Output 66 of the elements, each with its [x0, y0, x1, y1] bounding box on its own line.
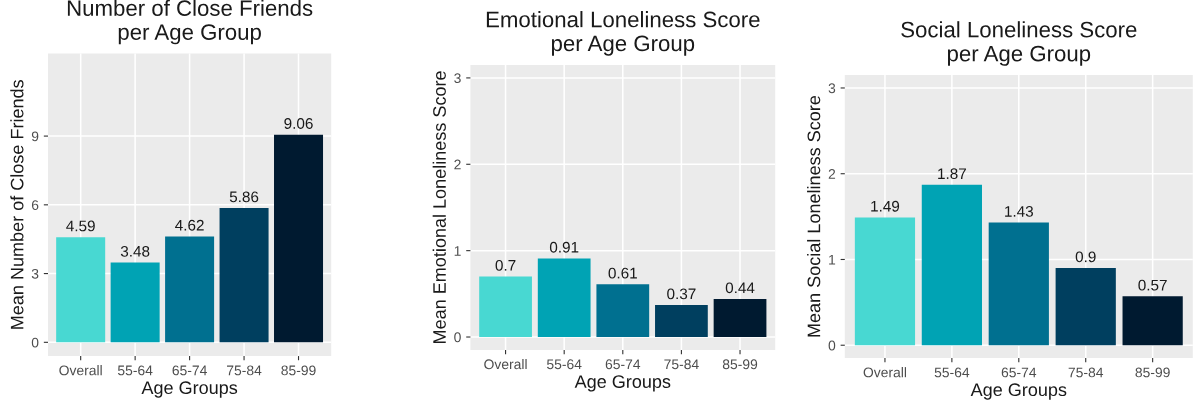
bar — [596, 284, 650, 338]
x-tick-label: Overall — [59, 365, 102, 376]
y-tick-label: 9 — [31, 131, 39, 142]
y-tick-label: 1 — [454, 246, 461, 256]
y-axis-title: Mean Social Loneliness Score — [807, 95, 821, 337]
x-tick-label: 85-99 — [281, 365, 316, 376]
x-tick-label: 55-64 — [546, 359, 582, 370]
data-label: 4.62 — [175, 219, 204, 231]
x-axis-title: Age Groups — [970, 383, 1067, 400]
data-label: 5.86 — [229, 191, 259, 203]
bar — [655, 305, 708, 338]
data-label: 1.87 — [938, 168, 966, 180]
data-label: 0.9 — [1075, 251, 1096, 263]
bar — [1122, 296, 1183, 346]
y-tick-label: 3 — [454, 73, 461, 84]
bar — [1055, 268, 1116, 346]
x-tick-label: 55-64 — [117, 365, 153, 376]
data-label: 0.7 — [495, 259, 516, 271]
x-axis-title: Age Groups — [141, 381, 238, 398]
x-tick-label: Overall — [863, 367, 907, 378]
x-tick-label: 55-64 — [934, 367, 970, 378]
bar — [56, 237, 106, 343]
data-label: 3.48 — [120, 245, 150, 257]
bar — [854, 217, 916, 346]
data-label: 1.43 — [1005, 205, 1033, 217]
data-label: 4.59 — [66, 220, 95, 232]
bar — [274, 134, 324, 343]
data-label: 0.37 — [667, 288, 696, 300]
data-label: 0.61 — [608, 267, 637, 279]
y-tick-label: 3 — [828, 83, 836, 94]
y-tick-label: 0 — [828, 340, 836, 351]
data-label: 0.44 — [725, 282, 755, 294]
bar — [988, 222, 1049, 346]
y-tick-label: 1 — [829, 254, 836, 265]
data-label: 0.57 — [1138, 279, 1167, 291]
x-tick-label: 65-74 — [1001, 367, 1037, 378]
bar — [479, 276, 532, 338]
y-tick-label: 0 — [31, 337, 39, 348]
data-label: 0.91 — [549, 241, 579, 253]
x-tick-label: 85-99 — [722, 359, 758, 370]
y-tick-label: 2 — [454, 159, 461, 170]
bar — [713, 299, 767, 338]
y-tick-label: 0 — [454, 332, 461, 343]
bar — [537, 258, 591, 338]
x-tick-label: 65-74 — [605, 359, 641, 370]
data-label: 9.06 — [284, 118, 313, 129]
y-tick-label: 6 — [31, 200, 39, 210]
x-tick-label: 75-84 — [664, 359, 699, 370]
y-tick-label: 2 — [828, 169, 836, 179]
bar — [110, 262, 160, 343]
x-tick-label: Overall — [484, 359, 527, 370]
y-tick-label: 3 — [31, 268, 39, 279]
x-tick-label: 65-74 — [172, 365, 207, 376]
y-axis-title: Mean Number of Close Friends — [10, 80, 24, 329]
bar — [165, 236, 215, 343]
data-label: 1.49 — [871, 200, 900, 212]
x-tick-label: 85-99 — [1135, 367, 1170, 378]
chart-title: Number of Close Friends per Age Group — [67, 0, 313, 45]
y-axis-title: Mean Emotional Loneliness Score — [432, 71, 446, 343]
x-tick-label: 75-84 — [227, 365, 262, 376]
x-axis-title: Age Groups — [574, 375, 671, 392]
x-tick-label: 75-84 — [1068, 367, 1104, 378]
bar — [921, 184, 982, 346]
bar — [219, 208, 269, 343]
chart-title: Emotional Loneliness Score per Age Group — [486, 11, 760, 56]
chart-title: Social Loneliness Score per Age Group — [901, 21, 1137, 66]
